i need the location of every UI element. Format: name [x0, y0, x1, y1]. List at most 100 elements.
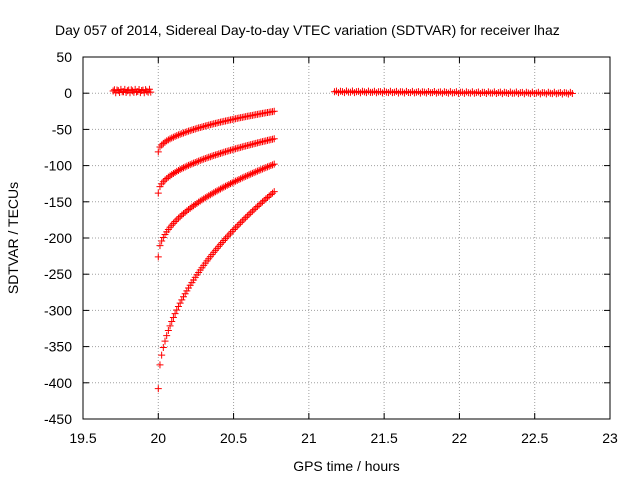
data-point	[154, 189, 162, 197]
data-point	[178, 165, 186, 173]
data-point	[169, 313, 177, 321]
data-point	[166, 322, 174, 330]
data-point	[228, 227, 236, 235]
data-point	[269, 161, 277, 169]
data-point	[185, 127, 193, 135]
data-point	[264, 193, 272, 201]
y-tick-label: -250	[44, 266, 72, 282]
data-point	[161, 337, 169, 345]
data-point	[193, 158, 201, 166]
data-point	[218, 149, 226, 157]
data-point	[178, 296, 186, 304]
data-point	[181, 128, 189, 136]
data-point	[205, 153, 213, 161]
data-point	[169, 219, 177, 227]
data-point	[188, 160, 196, 168]
data-point	[252, 204, 260, 212]
data-point	[186, 161, 194, 169]
series-arc-1	[154, 107, 278, 156]
data-point	[145, 85, 153, 93]
axis-ticks	[82, 56, 611, 420]
data-point	[174, 131, 182, 139]
data-point	[176, 213, 184, 221]
data-point	[166, 135, 174, 143]
data-point	[178, 130, 186, 138]
data-point	[252, 168, 260, 176]
data-point	[178, 211, 186, 219]
y-axis-title: SDTVAR / TECUs	[5, 182, 21, 294]
x-tick-label: 22	[452, 430, 468, 446]
data-point	[270, 160, 278, 168]
data-point	[213, 150, 221, 158]
data-point	[225, 181, 233, 189]
data-point	[247, 209, 255, 217]
chart-title: Day 057 of 2014, Sidereal Day-to-day VTE…	[55, 22, 560, 38]
data-point	[206, 153, 214, 161]
data-point	[225, 147, 233, 155]
data-point	[238, 217, 246, 225]
data-point	[228, 179, 236, 187]
x-tick-label: 22.5	[521, 430, 548, 446]
data-point	[173, 306, 181, 314]
data-point	[201, 155, 209, 163]
data-point	[258, 165, 266, 173]
data-point	[218, 184, 226, 192]
data-point	[270, 135, 278, 143]
data-point	[568, 90, 576, 98]
data-point	[248, 207, 256, 215]
y-tick-label: -300	[44, 302, 72, 318]
x-axis-title: GPS time / hours	[293, 458, 400, 474]
data-point	[227, 180, 235, 188]
data-point	[173, 216, 181, 224]
data-point	[164, 327, 172, 335]
data-point	[159, 178, 167, 186]
data-point	[210, 152, 218, 160]
data-point	[174, 166, 182, 174]
data-point	[171, 218, 179, 226]
data-point	[245, 210, 253, 218]
data-point	[221, 148, 229, 156]
x-tick-labels: 19.5 20 20.5 21 21.5 22 22.5 23	[69, 430, 618, 446]
data-point	[257, 166, 265, 174]
data-point	[200, 155, 208, 163]
data-point	[171, 132, 179, 140]
data-point	[190, 159, 198, 167]
data-point	[191, 158, 199, 166]
data-point	[242, 172, 250, 180]
data-point	[169, 133, 177, 141]
data-point	[176, 130, 184, 138]
data-point	[176, 299, 184, 307]
x-tick-label: 21.5	[371, 430, 398, 446]
data-point	[198, 156, 206, 164]
y-tick-label: -50	[52, 121, 72, 137]
data-point	[216, 185, 224, 193]
y-tick-label: -150	[44, 194, 72, 210]
grid	[83, 57, 610, 419]
data-point	[221, 235, 229, 243]
data-point	[159, 344, 167, 352]
data-point	[262, 164, 270, 172]
data-point	[265, 192, 273, 200]
data-point	[243, 172, 251, 180]
data-point	[158, 237, 166, 245]
data-point	[179, 293, 187, 301]
data-point	[237, 175, 245, 183]
data-points	[109, 85, 576, 393]
data-point	[185, 161, 193, 169]
data-point	[270, 188, 278, 196]
data-point	[183, 128, 191, 136]
data-point	[267, 191, 275, 199]
data-point	[218, 238, 226, 246]
data-point	[257, 199, 265, 207]
data-point	[159, 234, 167, 242]
data-point	[188, 126, 196, 134]
data-point	[230, 178, 238, 186]
series-baseline-late	[330, 87, 576, 98]
data-point	[235, 176, 243, 184]
data-point	[242, 214, 250, 222]
data-point	[248, 169, 256, 177]
data-point	[223, 233, 231, 241]
data-point	[168, 318, 176, 326]
data-point	[154, 148, 162, 156]
